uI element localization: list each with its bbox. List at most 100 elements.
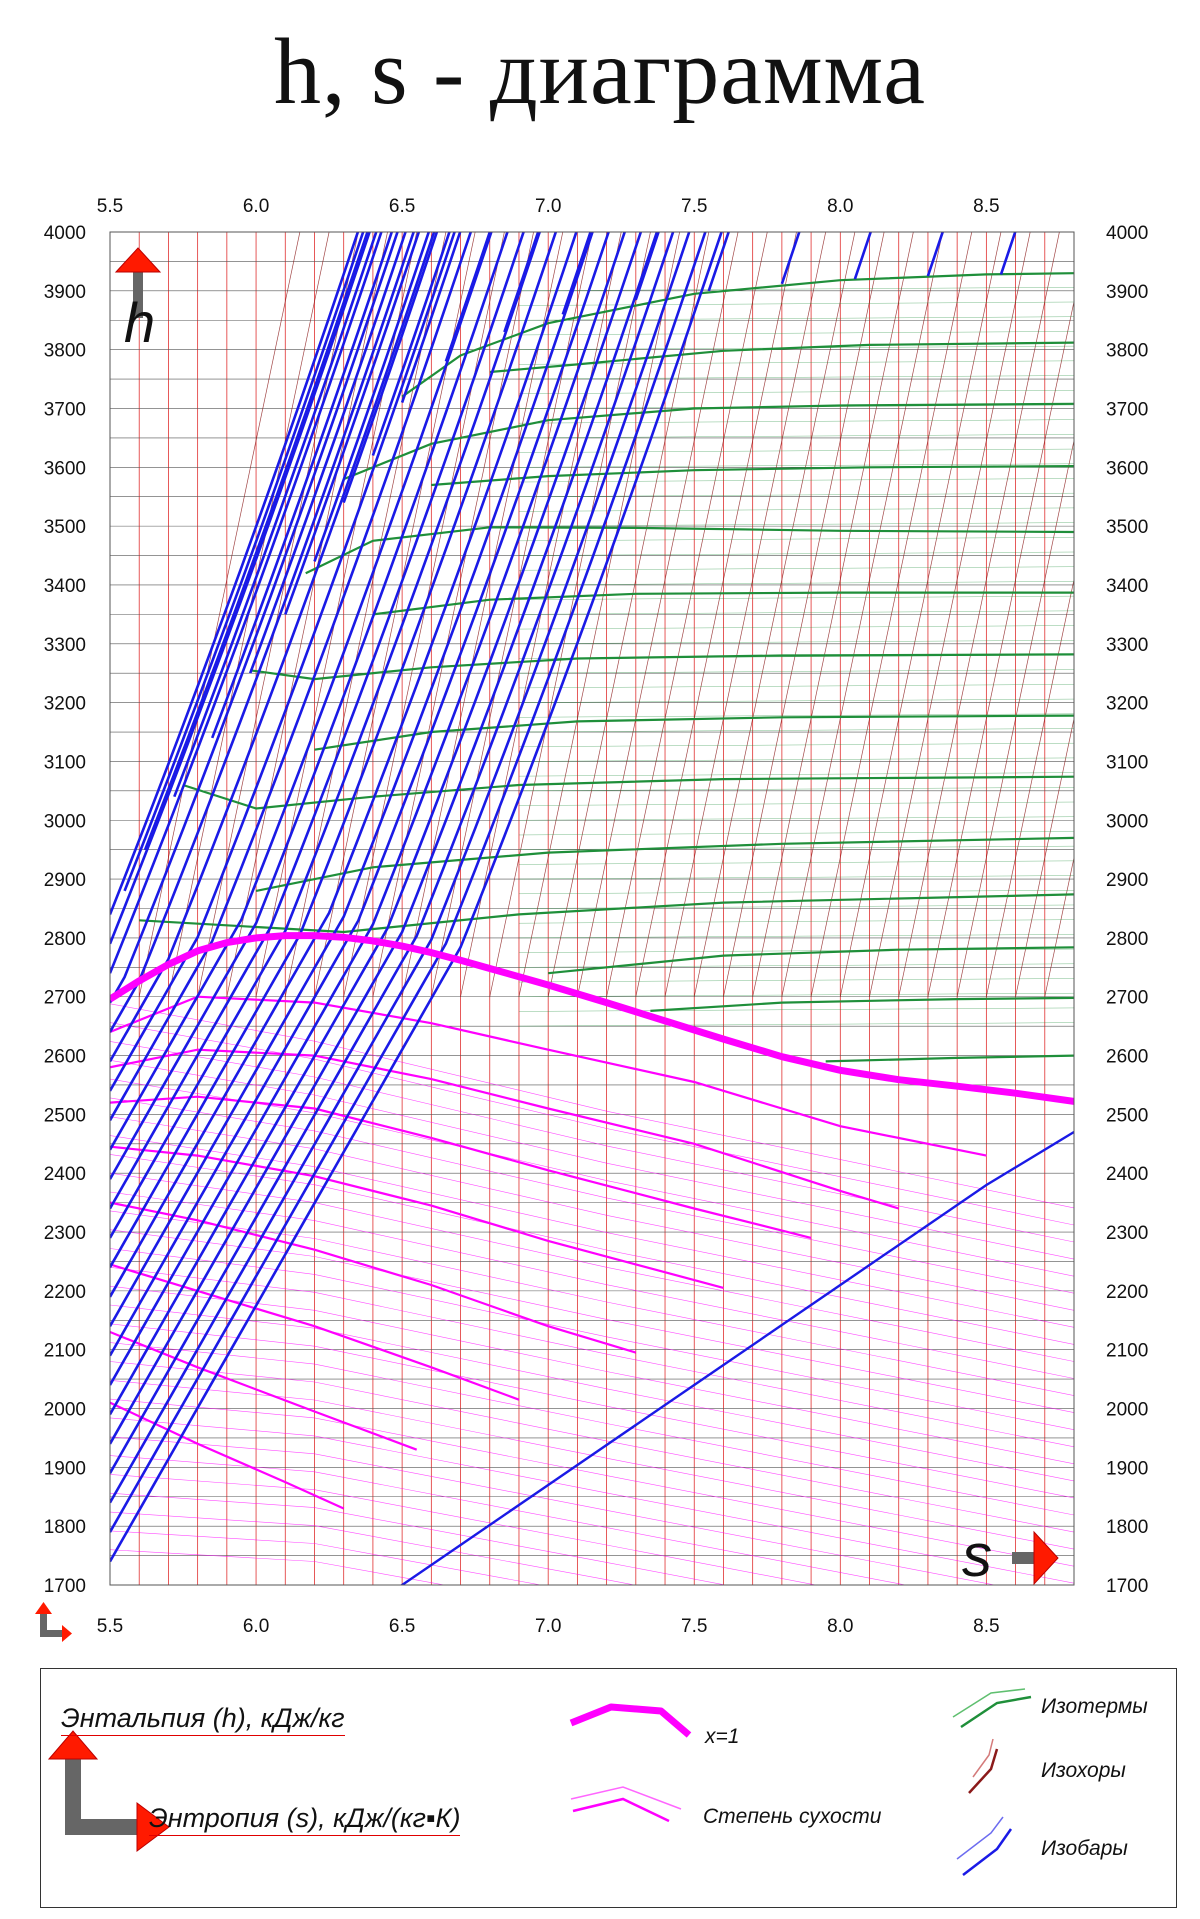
dryness-thin-line [110,1285,1074,1465]
isochore-line [986,577,1074,997]
dryness-thin-line [110,1417,1074,1584]
isochore-line [518,232,680,997]
x-tick-label-top: 7.5 [681,196,707,217]
isobar-line [926,232,945,277]
y-tick-label-right: 2000 [1106,1400,1148,1421]
isotherm-thin-line [518,625,1074,630]
y-tick-label-right: 3000 [1106,811,1148,832]
dryness-thin-line [110,1304,1074,1482]
isotherm-thin-line [518,434,1074,439]
isotherm-thin-line [518,963,1074,968]
isochore-line [898,232,1060,997]
isotherm-line [825,1054,1074,1063]
curves [110,232,1074,1585]
y-tick-label-right: 4000 [1106,223,1148,244]
y-tick-label-left: 3700 [44,399,86,420]
isochore-line [839,232,1002,997]
y-tick-label-left: 3200 [44,694,86,715]
isobar-line [248,232,407,674]
isobar-line [503,232,540,333]
isobar-line [780,232,801,285]
isotherm-thin-line [518,301,1074,306]
isobar-line [110,232,509,1180]
isobar-line [853,232,873,280]
y-tick-label-right: 3900 [1106,282,1148,303]
y-tick-label-right: 1800 [1106,1517,1148,1538]
y-tick-label-left: 1900 [44,1458,86,1479]
dryness-line [110,1201,637,1354]
y-tick-label-left: 3300 [44,635,86,656]
chart-title: h, s - диаграмма [273,20,927,124]
isochore-line [1044,855,1074,997]
y-tick-label-right: 2800 [1106,929,1148,950]
y-tick-label-right: 2300 [1106,1223,1148,1244]
isobar-line [110,232,691,1504]
dryness-thin-line [110,1492,727,1585]
isotherm-line [401,272,1074,398]
isobar-line [707,232,731,292]
isochore-line [401,232,564,997]
isotherm-thin-line [518,772,1074,777]
isotherm-line [182,775,1074,810]
isotherm-thin-line [518,875,1074,880]
y-tick-label-left: 2200 [44,1282,86,1303]
x-tick-label-bottom: 7.5 [681,1616,707,1637]
x-tick-label-bottom: 6.5 [389,1616,415,1637]
isobar-line [110,232,594,1327]
y-tick-label-right: 3800 [1106,341,1148,362]
y-tick-label-left: 2400 [44,1164,86,1185]
isotherm-line [314,714,1074,751]
isotherm-thin-line [518,316,1074,321]
isotherm-line [139,893,1074,934]
h-axis-symbol: h [124,291,155,354]
isochore-line [284,232,447,997]
x-tick-label-top: 8.0 [827,196,853,217]
dryness-thin-line [110,1022,1074,1226]
dryness-thin-line [110,1116,1074,1311]
isochore-line [577,232,739,997]
isotherm-thin-line [518,478,1074,483]
corner-axes-icon [35,1602,72,1642]
y-tick-label-right: 1700 [1106,1576,1148,1597]
isotherm-thin-line [518,1022,1074,1027]
isotherm-line [305,526,1074,575]
y-tick-label-left: 1800 [44,1517,86,1538]
x-tick-label-bottom: 5.5 [97,1616,123,1637]
x-tick-label-bottom: 8.5 [973,1616,999,1637]
isobar-line [210,232,394,739]
s-axis-symbol: s [962,1522,992,1589]
isotherm-line [372,591,1074,616]
y-tick-label-right: 1900 [1106,1458,1148,1479]
isotherm-thin-line [518,728,1074,733]
dryness-line [110,1095,812,1239]
dryness-line [110,1330,418,1451]
dryness-thin-line [110,1549,446,1585]
isotherm-thin-line [518,404,1074,409]
legend-box: Энтальпия (h), кДж/кг Энтропия (s), кДж/… [40,1668,1177,1908]
isobar-line [173,232,378,798]
isotherm-thin-line [518,581,1074,586]
isotherm-thin-line [518,595,1074,600]
dryness-thin-line [110,1455,907,1585]
isotherm-thin-line [518,890,1074,895]
legend-dryness-label: Степень сухости [703,1805,882,1828]
isobar-line [110,232,399,1004]
isotherm-thin-line [518,978,1074,983]
isotherm-thin-line [518,537,1074,542]
dryness-thin-line [110,1229,1074,1413]
isotherm-thin-line [518,919,1074,924]
legend-x1-line [569,1703,692,1738]
isotherm-line [548,946,1074,975]
isotherm-thin-line [518,860,1074,865]
legend-dryness-lines [570,1786,682,1823]
y-tick-label-right: 2200 [1106,1282,1148,1303]
isobar-line [342,232,439,504]
x-tick-label-bottom: 6.0 [243,1616,269,1637]
dryness-thin-line [110,1003,1074,1209]
isochore-line [927,299,1074,997]
y-tick-label-right: 2600 [1106,1047,1148,1068]
dryness-line [110,1401,345,1510]
isochore-line [956,438,1074,997]
y-tick-label-left: 2600 [44,1047,86,1068]
isotherm-thin-line [518,904,1074,909]
